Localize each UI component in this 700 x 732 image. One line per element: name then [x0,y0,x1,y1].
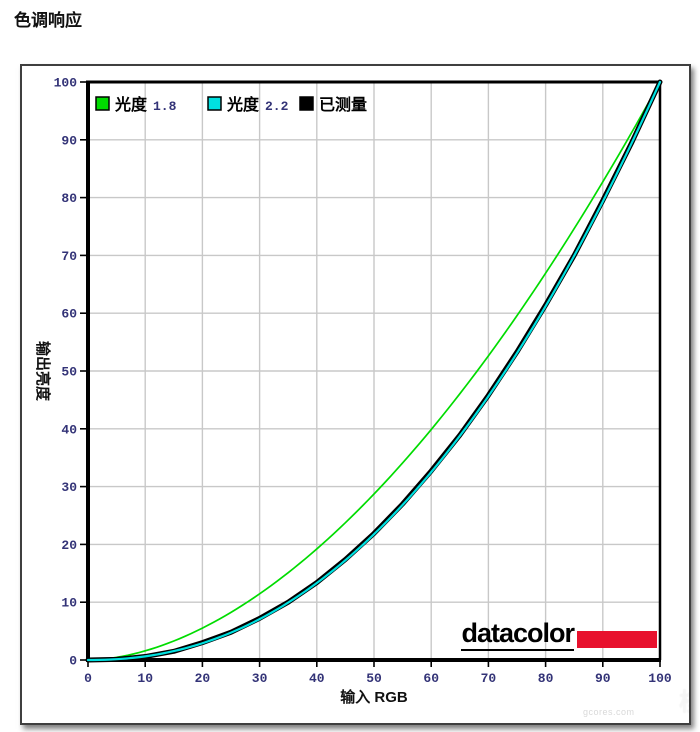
y-tick-label: 50 [61,365,77,380]
y-tick-label: 80 [61,191,77,206]
x-axis-label: 输入 RGB [340,688,408,706]
y-tick-label: 0 [69,654,77,669]
legend-label: 光度 [226,95,260,114]
y-tick-label: 60 [61,307,77,322]
x-tick-label: 40 [309,671,325,686]
y-tick-label: 70 [61,249,77,264]
y-tick-label: 100 [54,76,78,91]
x-tick-label: 10 [137,671,153,686]
x-tick-label: 100 [648,671,672,686]
page-title: 色调响应 [14,11,82,30]
y-tick-label: 20 [61,538,77,553]
x-tick-label: 0 [84,671,92,686]
y-tick-label: 40 [61,422,77,437]
x-tick-label: 60 [423,671,439,686]
legend-swatch-measured [299,96,314,111]
watermark-glyph: 核 [679,682,689,717]
y-tick-label: 90 [61,133,77,148]
logo-red-bar [577,631,657,648]
curve-gamma-1.8 [87,81,661,661]
legend-value: 1.8 [153,99,177,114]
legend-label: 已测量 [319,95,367,114]
tone-response-chart: 0 10 20 30 40 50 60 70 80 90 100 0 10 20 30 40 50 60 70 80 9… [34,76,672,707]
datacolor-logo-text: datacolor [461,620,575,651]
curve-gamma-2.2 [86,80,662,662]
y-axis-label: 输出亮度 [34,341,52,402]
legend-swatch-gamma-1.8 [95,96,110,111]
x-tick-label: 80 [538,671,554,686]
watermark-text: gcores.com [583,707,635,717]
chart-panel: 0 10 20 30 40 50 60 70 80 90 100 0 10 20 30 40 50 60 70 80 9… [20,64,691,725]
datacolor-logo: datacolor [461,620,657,651]
x-tick-label: 30 [252,671,268,686]
x-tick-label: 20 [195,671,211,686]
legend-value: 2.2 [265,99,289,114]
y-tick-label: 10 [61,596,77,611]
x-tick-label: 50 [366,671,382,686]
x-tick-label: 70 [481,671,497,686]
x-tick-label: 90 [595,671,611,686]
legend-swatch-gamma-2.2 [207,96,222,111]
y-tick-label: 30 [61,480,77,495]
legend-label: 光度 [114,95,148,114]
